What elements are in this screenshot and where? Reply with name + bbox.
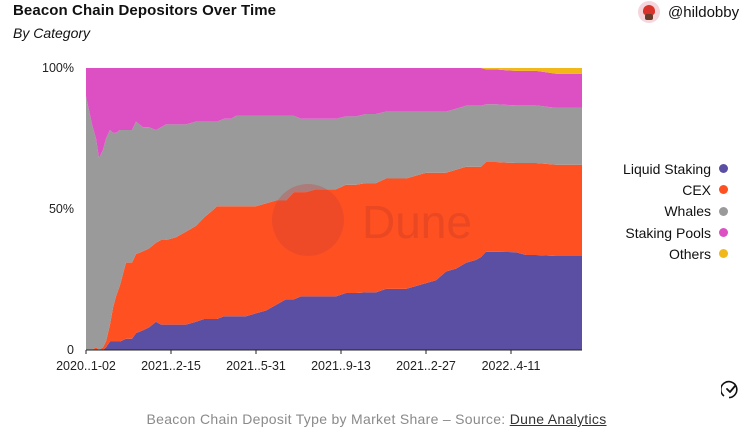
legend-item-whales[interactable]: Whales [623, 201, 728, 222]
caption-text: Beacon Chain Deposit Type by Market Shar… [146, 411, 506, 427]
area-others [86, 68, 582, 74]
legend-item-staking-pools[interactable]: Staking Pools [623, 222, 728, 243]
legend-label-others: Others [668, 245, 711, 262]
watermark-text: Dune [362, 196, 472, 248]
legend: Liquid Staking CEX Whales Staking Pools … [623, 158, 728, 264]
legend-label-liquid-staking: Liquid Staking [623, 160, 711, 177]
legend-swatch-whales [719, 206, 728, 216]
y-tick-label: 100% [42, 61, 74, 75]
legend-item-others[interactable]: Others [623, 243, 728, 264]
legend-swatch-staking-pools [719, 228, 728, 238]
legend-label-whales: Whales [664, 203, 711, 220]
x-tick-label: 2021..2-27 [396, 359, 456, 373]
chart-subtitle: By Category [13, 25, 91, 41]
area-whales [86, 96, 582, 350]
checkmark-icon[interactable] [721, 379, 741, 399]
legend-label-cex: CEX [682, 181, 711, 198]
legend-swatch-others [719, 249, 728, 259]
legend-item-cex[interactable]: CEX [623, 179, 728, 200]
x-tick-label: 2020..1-02 [56, 359, 116, 373]
legend-swatch-liquid-staking [719, 164, 728, 174]
avatar [638, 1, 660, 23]
x-tick-label: 2022..4-11 [482, 359, 541, 373]
x-tick-label: 2021..5-31 [226, 359, 286, 373]
author-handle: @hildobby [668, 3, 740, 21]
source-caption: Beacon Chain Deposit Type by Market Shar… [0, 411, 753, 427]
area-liquid-staking [86, 251, 582, 350]
legend-swatch-cex [719, 185, 728, 195]
legend-label-staking-pools: Staking Pools [625, 224, 711, 241]
watermark-logo-icon [272, 184, 344, 256]
y-tick-label: 50% [49, 202, 74, 216]
watermark: Dune [272, 184, 472, 256]
source-link[interactable]: Dune Analytics [509, 411, 607, 427]
author-badge[interactable]: @hildobby [638, 1, 739, 23]
x-tick-label: 2021..2-15 [141, 359, 201, 373]
y-tick-label: 0 [67, 343, 74, 357]
area-cex [86, 162, 582, 350]
x-tick-label: 2021..9-13 [311, 359, 371, 373]
area-staking-pools [86, 68, 582, 159]
legend-item-liquid-staking[interactable]: Liquid Staking [623, 158, 728, 179]
chart-title: Beacon Chain Depositors Over Time [13, 2, 277, 19]
